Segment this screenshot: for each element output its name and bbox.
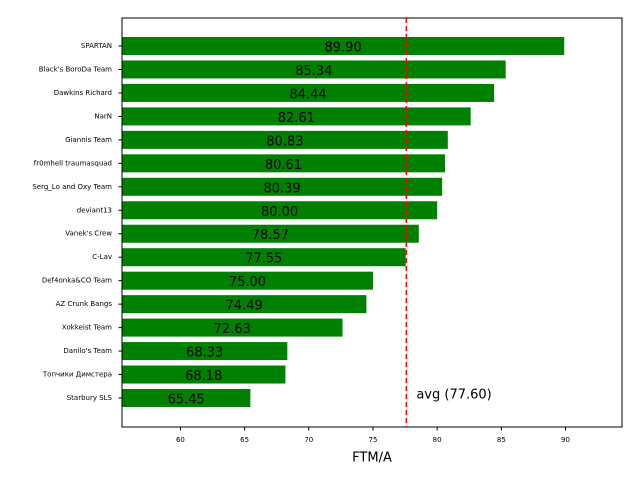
value-label: 80.00 [261, 205, 298, 220]
bar [122, 130, 448, 149]
y-tick-label: Danilo's Team [63, 347, 112, 355]
value-label: 65.45 [168, 393, 205, 408]
value-label: 68.33 [186, 346, 223, 361]
value-label: 80.83 [266, 134, 303, 149]
average-label: avg (77.60) [416, 388, 491, 403]
value-label: 75.00 [229, 275, 266, 290]
bar [122, 83, 495, 102]
y-tick-label: Giannis Team [65, 136, 112, 144]
bar [122, 107, 471, 126]
x-tick-label: 90 [561, 436, 570, 444]
bar [122, 201, 438, 220]
x-tick-label: 80 [433, 436, 442, 444]
bar [122, 389, 251, 407]
x-tick-label: 60 [176, 436, 185, 444]
value-label: 89.90 [325, 41, 362, 56]
y-tick-label: Dawkins Richard [54, 89, 112, 97]
x-tick-label: 75 [369, 436, 378, 444]
plot-frame [121, 17, 623, 428]
bar [122, 60, 506, 79]
value-label: 84.44 [289, 87, 326, 102]
value-label: 82.61 [278, 111, 315, 126]
value-label: 68.18 [185, 369, 222, 384]
value-label: 74.49 [226, 299, 263, 314]
value-label: 80.61 [265, 158, 302, 173]
y-tick-label: deviant13 [77, 206, 112, 214]
bar [122, 154, 445, 173]
y-tick-label: Starbury SLS [67, 394, 113, 402]
x-tick-label: 65 [240, 436, 249, 444]
y-tick-label: Топчики Димстера [42, 371, 112, 379]
bar [122, 295, 367, 314]
bar [122, 248, 406, 267]
y-tick-label: Black's BoroDa Team [39, 65, 112, 73]
bar [122, 342, 288, 361]
y-tick-label: Xokkeist Team [62, 324, 112, 332]
y-tick-label: Vanek's Crew [65, 230, 112, 238]
y-tick-label: Def4onka&CO Team [42, 277, 112, 285]
value-label: 72.63 [214, 322, 251, 337]
bar [122, 177, 443, 196]
x-axis-label: FTM/A [352, 451, 392, 466]
y-tick-label: C-Lav [92, 253, 112, 261]
bar [122, 37, 565, 55]
bar [122, 224, 419, 243]
value-label: 80.39 [263, 181, 300, 196]
y-tick-label: NarN [94, 112, 112, 120]
x-tick-label: 70 [304, 436, 313, 444]
y-tick-label: fr0mhell traumasquad [34, 159, 112, 167]
value-label: 85.34 [295, 64, 332, 79]
bar [122, 271, 373, 290]
y-tick-label: SPARTAN [81, 42, 112, 50]
value-label: 77.55 [245, 252, 282, 267]
bar [122, 318, 343, 337]
value-label: 78.57 [252, 228, 289, 243]
x-tick-label: 85 [497, 436, 506, 444]
bar [122, 365, 286, 384]
y-tick-label: Serg_Lo and Oxy Team [32, 183, 112, 191]
y-tick-label: AZ Crunk Bangs [56, 300, 113, 308]
